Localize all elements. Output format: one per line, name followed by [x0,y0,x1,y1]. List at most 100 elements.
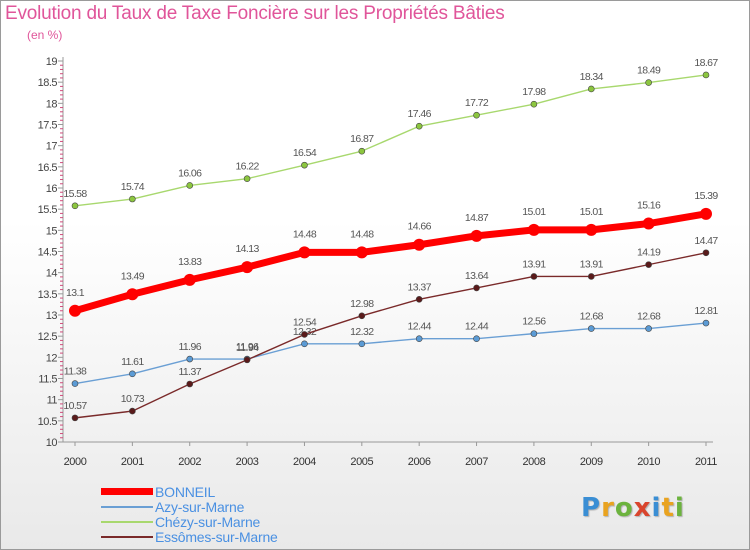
data-label-essomes: 12.98 [350,298,374,310]
data-label-azy: 11.96 [178,341,201,353]
data-label-bonneil: 15.01 [580,206,604,218]
logo-letter: o [614,493,634,523]
x-tick-label: 2006 [408,456,431,468]
chart-unit: (en %) [27,28,63,42]
data-point-azy [71,380,79,387]
data-point-essomes [702,249,710,257]
data-point-azy [530,330,538,337]
data-label-chezy: 16.54 [293,147,317,159]
data-point-essomes [186,380,194,388]
data-label-essomes: 11.37 [178,366,201,378]
legend-label-azy: Azy-sur-Marne [155,498,245,515]
data-point-essomes [645,261,652,268]
x-tick-label: 2002 [178,456,201,468]
data-point-bonneil [183,273,196,286]
legend-swatch-bonneil [101,488,153,495]
data-point-bonneil [642,217,655,230]
data-point-azy [587,325,595,332]
y-tick-label: 18.5 [38,77,58,89]
y-tick-label: 15 [46,225,58,237]
data-point-chezy [358,147,366,155]
x-tick-label: 2005 [350,456,373,468]
data-label-essomes: 14.19 [637,247,661,259]
x-tick-label: 2000 [64,456,87,468]
data-point-chezy [186,182,194,189]
data-point-chezy [645,79,652,86]
x-tick-label: 2009 [580,456,603,468]
data-point-chezy [129,195,136,203]
logo-letter: i [674,493,685,523]
x-tick-label: 2003 [236,456,259,468]
y-tick-label: 12 [46,352,58,364]
data-label-bonneil: 14.87 [465,212,489,224]
data-label-essomes: 13.91 [580,258,604,270]
y-tick-label: 10.5 [38,416,58,428]
data-label-azy: 12.68 [637,311,661,323]
y-tick-label: 12.5 [38,331,58,343]
y-tick-label: 18 [46,98,58,110]
logo-letter: P [581,493,602,523]
x-tick-label: 2011 [695,456,717,468]
y-tick-label: 14 [46,268,58,280]
data-point-bonneil [298,246,311,259]
x-tick-label: 2007 [465,456,488,468]
data-label-chezy: 17.72 [465,97,489,109]
data-label-essomes: 12.54 [293,316,317,328]
data-label-essomes: 13.64 [465,270,489,282]
data-point-chezy [473,111,480,119]
data-label-chezy: 18.49 [637,65,661,77]
data-label-bonneil: 14.48 [293,228,317,240]
data-point-essomes [358,312,366,320]
data-point-bonneil [700,207,712,220]
data-point-essomes [530,273,538,280]
x-tick-label: 2001 [121,456,144,468]
data-point-azy [645,325,652,332]
data-label-chezy: 18.34 [580,71,604,83]
legend-item-bonneil: BONNEIL [101,484,278,500]
data-label-azy: 12.32 [350,326,374,338]
data-label-chezy: 17.98 [522,86,546,98]
data-point-chezy [243,175,251,182]
data-label-bonneil: 14.66 [408,221,432,233]
data-label-essomes: 10.73 [121,393,145,405]
data-point-bonneil [69,304,81,317]
data-point-bonneil [241,261,254,274]
data-label-bonneil: 13.1 [66,287,85,299]
data-point-bonneil [527,223,540,236]
data-label-azy: 11.38 [64,366,87,378]
data-point-bonneil [355,246,368,259]
data-label-bonneil: 14.13 [235,243,259,255]
data-point-chezy [71,202,79,210]
data-point-chezy [415,122,423,130]
y-tick-label: 10 [46,437,58,449]
data-label-bonneil: 13.49 [121,270,145,282]
logo-letter: r [601,493,615,523]
x-tick-label: 2010 [637,456,660,468]
data-label-chezy: 18.67 [694,57,718,69]
legend: BONNEIL Azy-sur-Marne Chézy-sur-Marne Es… [101,484,278,545]
data-point-essomes [301,331,308,338]
data-label-essomes: 11.94 [236,342,259,354]
logo-letter: t [661,493,675,523]
data-label-chezy: 17.46 [408,108,432,120]
data-label-essomes: 10.57 [63,400,87,412]
data-label-chezy: 16.22 [235,161,259,173]
y-tick-label: 11.5 [38,374,57,386]
chart-title: Evolution du Taux de Taxe Foncière sur l… [5,3,505,24]
y-tick-label: 16.5 [38,162,58,174]
y-tick-label: 19 [46,56,58,68]
data-label-azy: 11.61 [121,356,144,368]
data-point-essomes [243,356,251,364]
data-point-azy [702,319,710,327]
series-line-chezy [74,74,707,207]
legend-item-essomes: Essômes-sur-Marne [101,529,278,545]
data-point-chezy [301,161,308,169]
data-label-essomes: 13.91 [522,258,546,270]
legend-item-chezy: Chézy-sur-Marne [101,514,278,530]
x-tick-label: 2008 [522,456,545,468]
data-point-essomes [129,407,136,415]
legend-swatch-chezy [101,520,153,523]
data-point-essomes [71,414,79,422]
